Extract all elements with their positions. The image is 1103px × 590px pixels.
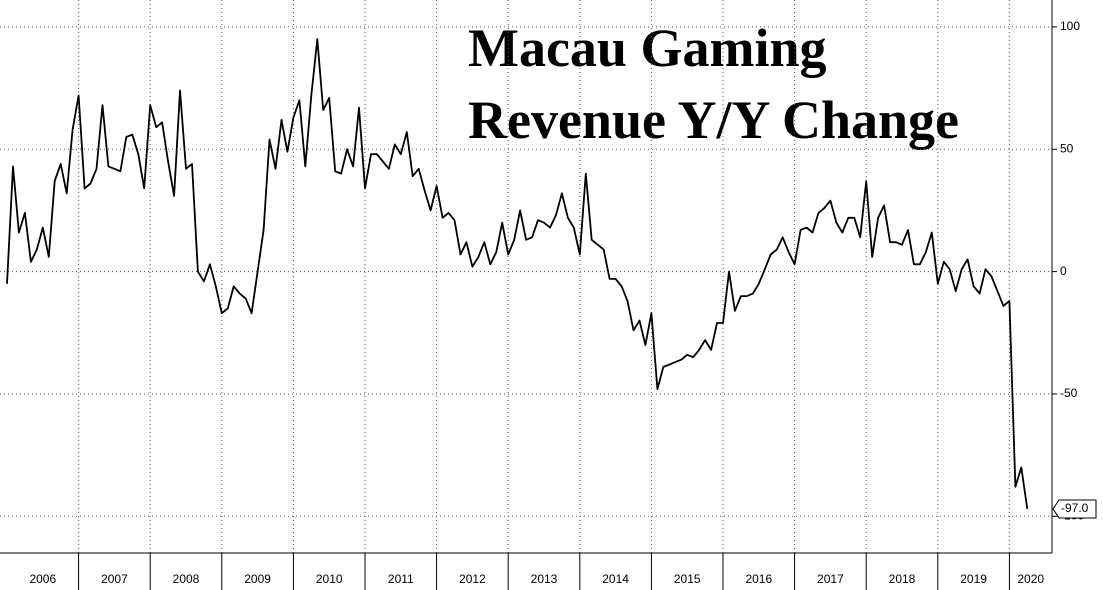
end-label: -97.0: [1061, 501, 1089, 515]
x-tick-label: 2014: [602, 572, 629, 586]
x-tick-label: 2009: [244, 572, 271, 586]
series-line: [6, 38, 1029, 510]
x-tick-label: 2018: [889, 572, 916, 586]
end-label-box: [1052, 499, 1097, 519]
y-tick-label: -50: [1060, 386, 1078, 400]
x-tick-label: 2019: [960, 572, 987, 586]
x-tick-label: 2008: [173, 572, 200, 586]
x-tick-label: 2011: [388, 572, 414, 586]
y-tick-label: 0: [1060, 264, 1067, 278]
y-tick-label: 50: [1060, 141, 1074, 155]
chart-title: Macau Gaming: [468, 18, 827, 78]
x-tick-label: 2016: [745, 572, 772, 586]
x-tick-label: 2007: [101, 572, 128, 586]
y-tick-label: 100: [1060, 19, 1080, 33]
x-tick-label: 2015: [674, 572, 701, 586]
x-tick-label: 2013: [531, 572, 558, 586]
x-tick-label: 2020: [1017, 572, 1044, 586]
x-tick-label: 2012: [459, 572, 486, 586]
x-tick-label: 2006: [29, 572, 56, 586]
x-tick-label: 2010: [316, 572, 343, 586]
x-tick-label: 2017: [817, 572, 844, 586]
chart-title: Revenue Y/Y Change: [468, 90, 959, 150]
